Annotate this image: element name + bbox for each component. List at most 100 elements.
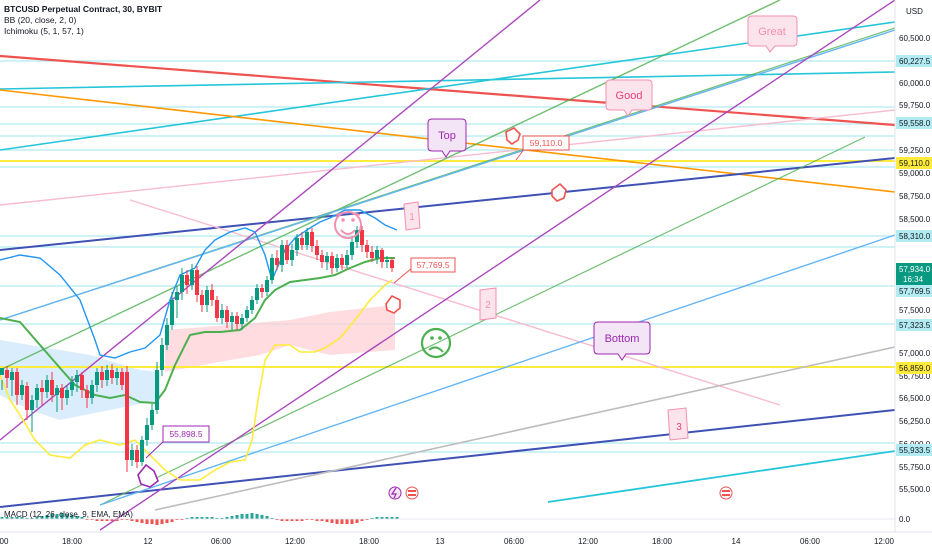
legend-bb[interactable]: BB (20, close, 2, 0) bbox=[4, 15, 77, 25]
annotation-great[interactable]: Great bbox=[747, 15, 798, 53]
marker-1[interactable]: 1 bbox=[403, 201, 421, 231]
bb-basis-line bbox=[0, 209, 398, 359]
macd-bar bbox=[10, 517, 14, 519]
time-tick-label: 06:00 bbox=[504, 537, 525, 546]
marker-2-label: 2 bbox=[485, 300, 491, 311]
candle-body bbox=[80, 375, 84, 390]
candle-body bbox=[315, 246, 319, 255]
macd-bar bbox=[350, 519, 354, 524]
candle-body bbox=[135, 450, 139, 462]
us-flag-event-icon-2[interactable] bbox=[719, 486, 733, 500]
price-tick-label: 57,000.0 bbox=[899, 349, 931, 358]
candle-body bbox=[220, 310, 224, 318]
macd-bar bbox=[60, 513, 64, 519]
chart-legend: BTCUSD Perpetual Contract, 30, BYBIT BB … bbox=[4, 4, 162, 37]
macd-bar bbox=[230, 516, 234, 519]
candle-body bbox=[230, 316, 234, 322]
time-tick-labels: 00 18:00 12 06:00 12:00 18:00 13 06:00 12:00 18:0… bbox=[0, 537, 895, 546]
macd-bar bbox=[285, 519, 289, 521]
price-badges: 60,227.5 59,558.0 59,110.0 58,310.0 57,9… bbox=[896, 55, 932, 456]
macd-bar bbox=[130, 519, 134, 521]
price-tick-label: 55,750.0 bbox=[899, 463, 931, 472]
pointing-hand-icon-1[interactable] bbox=[505, 127, 521, 145]
candle-body bbox=[75, 375, 79, 382]
price-tick-label: 55,500.0 bbox=[899, 485, 931, 494]
sick-face-icon[interactable] bbox=[420, 327, 452, 359]
macd-bar bbox=[135, 519, 139, 522]
candle-body bbox=[390, 260, 394, 268]
candle-body bbox=[125, 372, 129, 460]
candle-body bbox=[335, 258, 339, 268]
macd-bar bbox=[225, 517, 229, 519]
pointing-hand-icon-4[interactable] bbox=[137, 463, 159, 488]
us-flag-event-icon-1[interactable] bbox=[405, 486, 419, 500]
macd-bar bbox=[270, 518, 274, 519]
pointing-hand-icon-3[interactable] bbox=[385, 294, 401, 314]
candle-body bbox=[5, 370, 9, 378]
candle-body bbox=[365, 245, 369, 252]
candle-body bbox=[350, 242, 354, 255]
candle-body bbox=[375, 250, 379, 258]
legend-symbol[interactable]: BTCUSD Perpetual Contract, 30, BYBIT bbox=[4, 4, 163, 14]
candle-body bbox=[45, 380, 49, 392]
badge-59558: 59,558.0 bbox=[899, 119, 931, 128]
candle-body bbox=[260, 288, 264, 292]
candle-body bbox=[50, 380, 54, 395]
annotation-good-label: Good bbox=[616, 90, 643, 102]
macd-bar bbox=[280, 519, 284, 521]
candle-body bbox=[345, 255, 349, 265]
candle-body bbox=[15, 372, 19, 395]
badge-59110: 59,110.0 bbox=[899, 159, 930, 168]
candle-body bbox=[160, 345, 164, 370]
callout-57769-label: 57,769.5 bbox=[416, 260, 449, 270]
candle-body bbox=[340, 258, 344, 265]
macd-bar bbox=[370, 518, 374, 519]
macd-bar bbox=[330, 519, 334, 523]
annotation-bottom[interactable]: Bottom bbox=[593, 321, 651, 361]
macd-bar bbox=[145, 519, 149, 524]
macd-bar bbox=[90, 519, 94, 520]
time-axis[interactable] bbox=[0, 532, 932, 550]
candle-body bbox=[270, 258, 274, 280]
candle-body bbox=[355, 230, 359, 242]
macd-bar bbox=[80, 517, 84, 519]
candle-body bbox=[385, 260, 389, 262]
macd-bar bbox=[340, 519, 344, 524]
macd-bar bbox=[360, 519, 364, 521]
macd-legend[interactable]: MACD (12, 26, close, 9, EMA, EMA) bbox=[4, 510, 133, 519]
candle-body bbox=[140, 440, 144, 462]
macd-bar bbox=[105, 519, 109, 521]
annotation-good[interactable]: Good bbox=[605, 79, 653, 117]
currency-label: USD bbox=[906, 7, 923, 16]
price-tick-label: 56,250.0 bbox=[899, 417, 931, 426]
macd-bar bbox=[115, 519, 119, 521]
legend-ichimoku[interactable]: Ichimoku (5, 1, 57, 1) bbox=[4, 26, 84, 36]
candle-body bbox=[55, 388, 59, 395]
price-tick-label: 60,500.0 bbox=[899, 34, 931, 43]
marker-3[interactable]: 3 bbox=[667, 407, 689, 441]
macd-bar bbox=[35, 517, 39, 519]
badge-57323: 57,323.5 bbox=[899, 321, 931, 330]
price-tick-label: 58,750.0 bbox=[899, 192, 931, 201]
macd-bar bbox=[255, 514, 259, 519]
candle-body bbox=[40, 388, 44, 392]
macd-bar bbox=[25, 518, 29, 519]
candle-body bbox=[215, 300, 219, 318]
candle-body bbox=[155, 370, 159, 410]
annotation-top[interactable]: Top bbox=[427, 118, 467, 158]
macd-bar bbox=[315, 519, 319, 521]
macd-bar bbox=[220, 518, 224, 519]
callout-57769[interactable]: 57,769.5 bbox=[393, 257, 456, 284]
smiley-icon[interactable] bbox=[334, 211, 362, 239]
pointing-hand-icon-2[interactable] bbox=[551, 182, 567, 202]
marker-2[interactable]: 2 bbox=[479, 287, 497, 321]
macd-bar bbox=[365, 519, 369, 520]
macd-bar bbox=[245, 514, 249, 519]
macd-bar bbox=[265, 516, 269, 519]
time-tick-label: 18:00 bbox=[652, 537, 673, 546]
candle-body bbox=[205, 290, 209, 305]
callout-55898[interactable]: 55,898.5 bbox=[145, 425, 210, 459]
lightning-event-icon[interactable] bbox=[388, 486, 402, 500]
callout-59110[interactable]: 59,110.0 bbox=[515, 135, 570, 161]
